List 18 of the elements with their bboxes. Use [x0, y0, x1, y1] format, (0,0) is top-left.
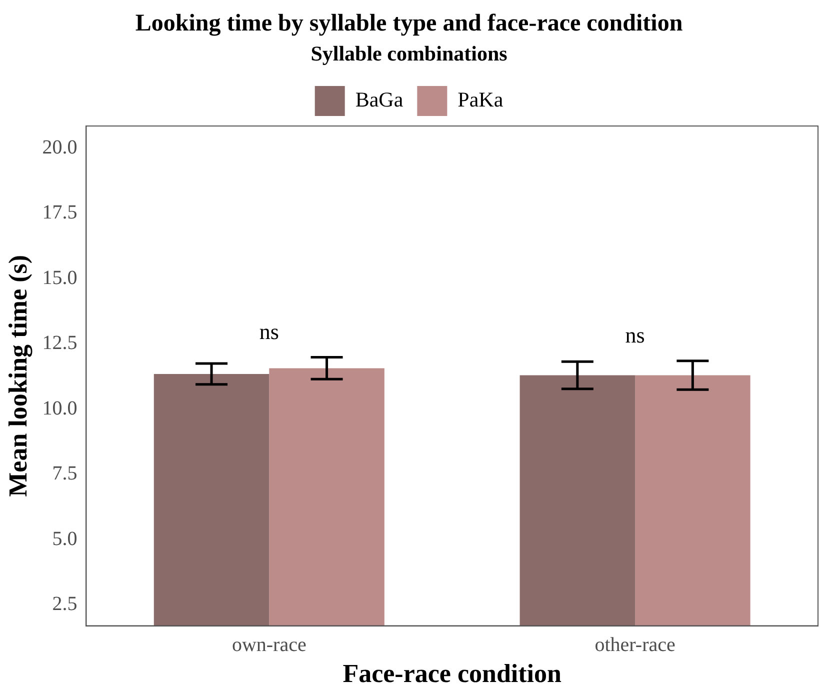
y-tick-label: 17.5: [42, 202, 78, 224]
legend-title: Syllable combinations: [310, 42, 508, 66]
x-axis-title: Face-race condition: [342, 659, 562, 688]
y-tick-label: 2.5: [52, 593, 78, 616]
y-axis-title: Mean looking time (s): [3, 254, 32, 497]
legend-label: PaKa: [458, 88, 504, 112]
y-tick-label: 7.5: [52, 462, 78, 485]
annotation: ns: [625, 322, 645, 348]
y-tick-label: 15.0: [42, 266, 78, 289]
y-tick-label: 20.0: [42, 136, 78, 158]
chart-title: Looking time by syllable type and face-race condition: [135, 10, 683, 37]
annotation: ns: [259, 319, 279, 344]
x-tick-label: own-race: [232, 634, 306, 656]
y-tick-label: 12.5: [42, 332, 78, 354]
y-tick-label: 10.0: [42, 397, 78, 420]
y-tick-label: 5.0: [52, 528, 78, 550]
x-tick-label: other-race: [594, 634, 676, 656]
legend-label: BaGa: [355, 88, 404, 112]
